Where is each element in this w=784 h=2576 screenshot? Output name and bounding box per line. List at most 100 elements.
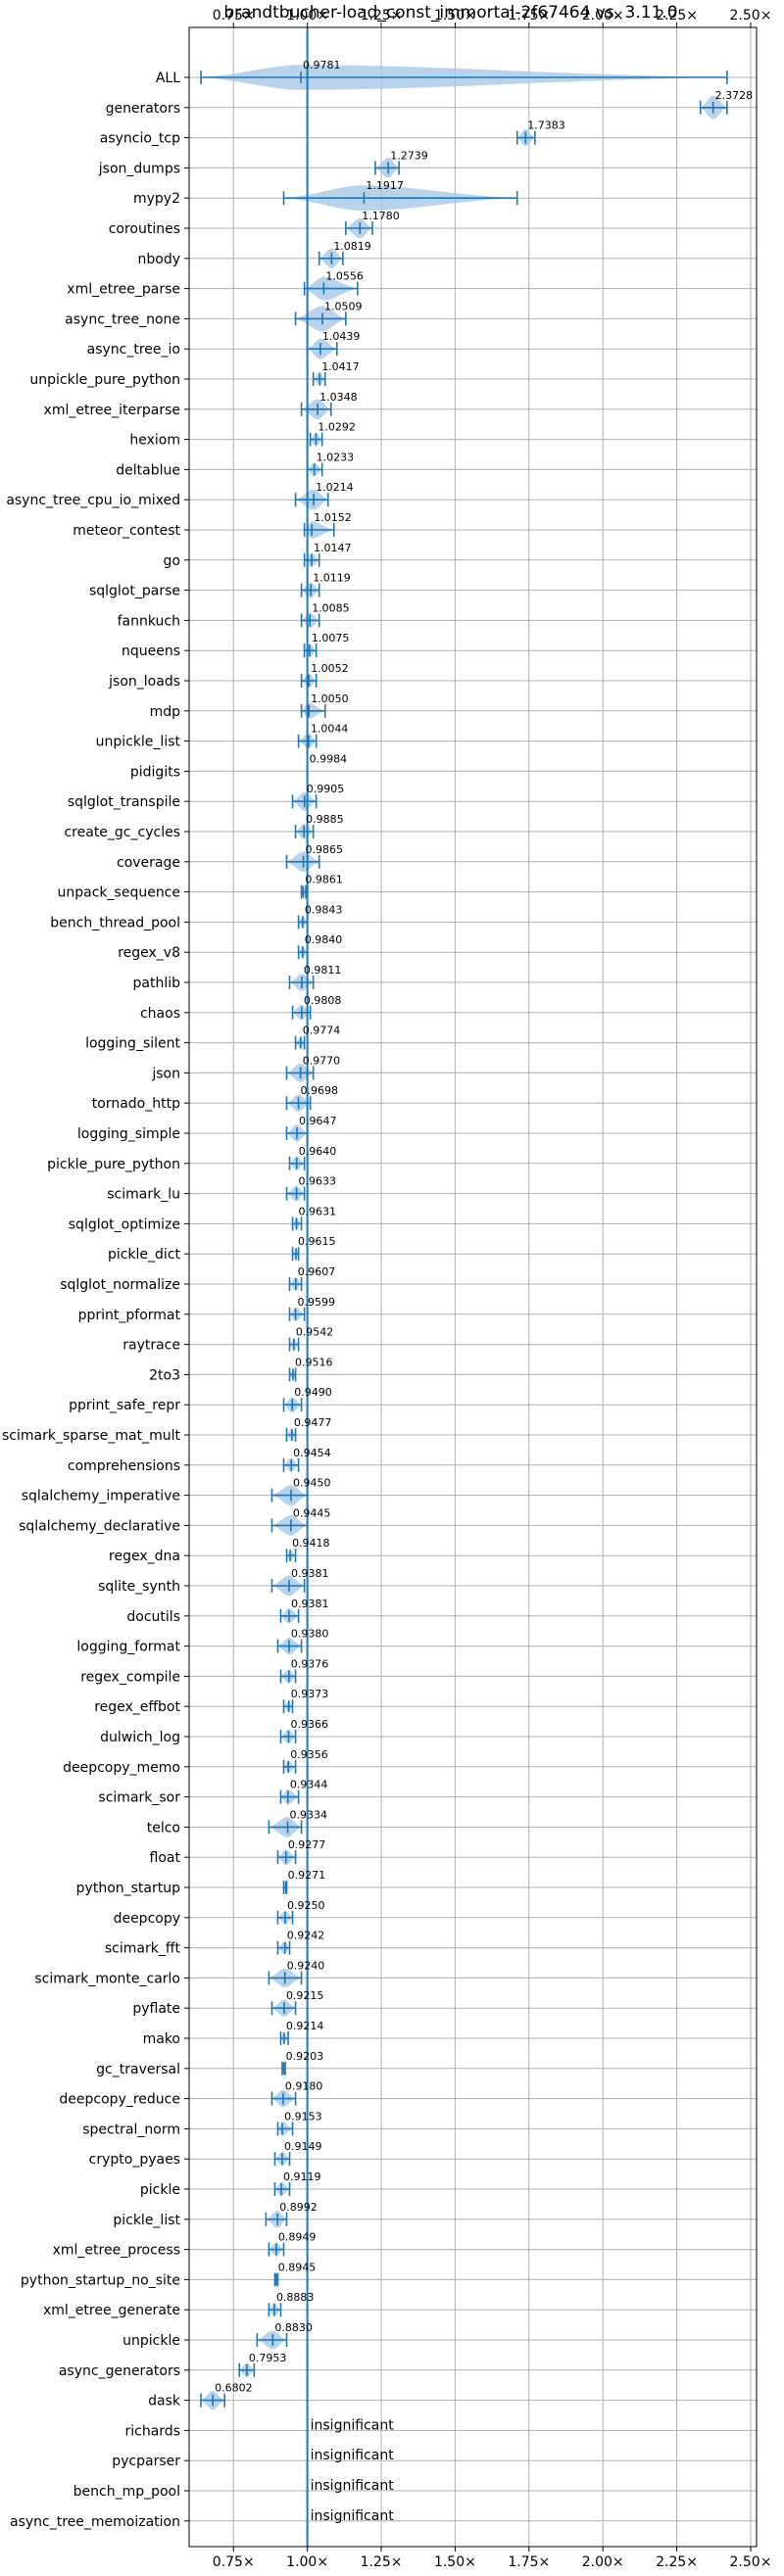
value-label: 1.0075: [312, 632, 350, 644]
category-label: coverage: [117, 855, 180, 871]
x-tick-label-bottom: 2.50×: [730, 2554, 772, 2570]
value-label: 1.0233: [317, 451, 355, 463]
x-tick-label-bottom: 1.00×: [286, 2554, 328, 2570]
value-label: 0.6802: [215, 2382, 252, 2395]
category-label: deepcopy: [114, 1911, 180, 1927]
category-label: xml_etree_parse: [67, 282, 180, 298]
category-label: sqlglot_transpile: [68, 794, 180, 810]
category-label: scimark_monte_carlo: [34, 1971, 180, 1986]
category-label: python_startup_no_site: [21, 2272, 180, 2288]
value-label: 0.9640: [299, 1145, 337, 1158]
value-label: 1.1917: [366, 179, 404, 192]
x-tick-label-top: 0.75×: [213, 8, 255, 24]
category-label: pathlib: [133, 976, 181, 991]
value-label: 1.0509: [324, 300, 363, 312]
value-label: 0.9180: [285, 2080, 323, 2093]
category-label: generators: [106, 101, 180, 117]
category-label: gc_traversal: [96, 2062, 180, 2077]
category-label: python_startup: [76, 1881, 180, 1896]
category-label: async_tree_cpu_io_mixed: [6, 493, 180, 508]
value-label: 0.9984: [310, 752, 348, 765]
category-label: bench_thread_pool: [50, 915, 180, 930]
category-label: async_generators: [59, 2363, 180, 2379]
category-label: sqlalchemy_imperative: [22, 1489, 180, 1504]
value-label: 0.9615: [298, 1235, 336, 1248]
value-label: 1.0052: [311, 662, 349, 675]
category-label: async_tree_none: [65, 311, 180, 327]
value-label: 1.0214: [316, 481, 354, 494]
category-label: comprehensions: [68, 1458, 180, 1474]
value-label: 0.9516: [295, 1356, 333, 1368]
value-label: 0.9215: [286, 1989, 324, 2002]
value-label: 1.0819: [333, 240, 371, 253]
category-label: unpickle: [122, 2333, 180, 2349]
category-label: telco: [147, 1820, 180, 1836]
x-tick-label-top: 1.50×: [434, 8, 476, 24]
value-label: 0.9647: [299, 1115, 337, 1127]
x-tick-label-bottom: 1.25×: [361, 2554, 403, 2570]
category-label: sqlglot_parse: [89, 584, 180, 599]
category-label: docutils: [126, 1609, 180, 1625]
insignificant-label: insignificant: [311, 2448, 395, 2463]
category-label: unpack_sequence: [58, 885, 180, 901]
category-label: pprint_safe_repr: [69, 1398, 180, 1413]
plot-frame: [188, 26, 758, 2548]
category-label: scimark_sparse_mat_mult: [2, 1428, 180, 1444]
category-label: create_gc_cycles: [64, 825, 180, 840]
value-label: 0.9277: [288, 1838, 326, 1851]
value-label: 0.9250: [287, 1899, 325, 1912]
category-label: chaos: [140, 1006, 180, 1022]
category-label: json_dumps: [98, 161, 180, 176]
value-label: 0.9214: [286, 2020, 324, 2032]
category-label: deepcopy_reduce: [59, 2092, 180, 2108]
value-label: 0.9781: [303, 59, 341, 72]
value-label: 0.9153: [284, 2110, 322, 2123]
value-label: 0.8945: [278, 2261, 317, 2273]
errorbar-layer: [200, 71, 728, 2408]
category-label: nbody: [138, 252, 181, 267]
x-tick-label-top: 1.25×: [361, 8, 403, 24]
value-label: 0.9861: [305, 874, 343, 886]
category-label: meteor_contest: [73, 523, 180, 539]
value-label: 1.7383: [527, 119, 565, 132]
value-label: 1.0152: [314, 511, 352, 524]
category-label: sqlglot_normalize: [60, 1277, 180, 1293]
value-label: 1.0119: [313, 572, 351, 585]
category-label: logging_simple: [77, 1126, 180, 1142]
category-label: dulwich_log: [100, 1730, 180, 1745]
category-label: pidigits: [130, 764, 180, 780]
category-label: logging_silent: [85, 1036, 180, 1052]
category-label: sqlite_synth: [98, 1579, 180, 1595]
category-label: regex_effbot: [94, 1699, 180, 1715]
category-label: json_loads: [108, 674, 180, 690]
value-label: 0.8949: [278, 2231, 317, 2244]
category-label: richards: [125, 2423, 181, 2439]
x-tick-label-bottom: 0.75×: [213, 2554, 255, 2570]
value-label: 0.9607: [298, 1265, 336, 1278]
insignificant-label: insignificant: [311, 2417, 395, 2433]
value-label: 2.3728: [715, 89, 754, 102]
value-label: 0.9885: [306, 813, 344, 826]
value-label: 1.0417: [321, 360, 360, 373]
label-layer: 0.9781 2.3728 1.7383 1.2739 1.1917 1.1780 1.08…: [215, 59, 753, 2524]
category-label: scimark_sor: [98, 1790, 180, 1806]
category-label: json: [151, 1066, 180, 1081]
value-label: 1.0556: [325, 270, 364, 283]
category-label: logging_format: [76, 1640, 180, 1655]
category-label: go: [164, 553, 180, 569]
category-label: async_tree_memoization: [10, 2514, 180, 2530]
x-tick-label-top: 2.50×: [730, 8, 772, 24]
x-tick-label-top: 1.00×: [286, 8, 328, 24]
value-label: 0.9445: [293, 1506, 331, 1519]
value-label: 0.9599: [298, 1296, 336, 1309]
value-label: 1.0439: [322, 330, 361, 343]
value-label: 1.0044: [311, 723, 349, 736]
grid-layer: [189, 27, 757, 2547]
value-label: 0.9808: [304, 994, 342, 1007]
value-label: 0.9774: [303, 1025, 341, 1037]
category-label: sqlglot_optimize: [69, 1216, 180, 1232]
value-label: 0.8992: [279, 2201, 318, 2214]
category-label: xml_etree_generate: [43, 2303, 180, 2318]
category-label: 2to3: [149, 1367, 180, 1383]
value-label: 1.1780: [362, 210, 400, 222]
